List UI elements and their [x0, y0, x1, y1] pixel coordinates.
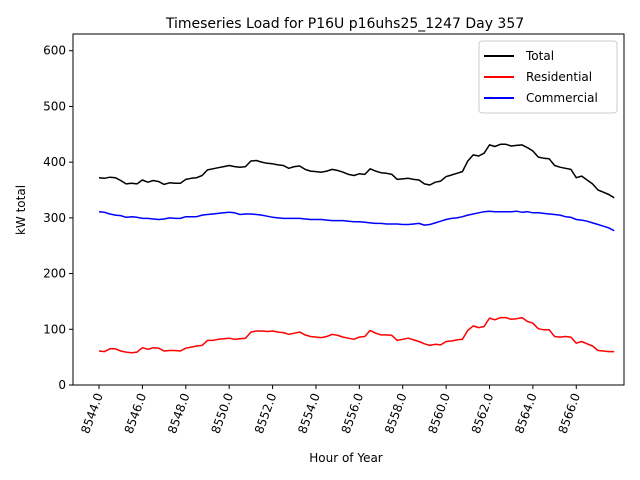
y-tick-label: 400 [43, 155, 66, 169]
y-tick-label: 300 [43, 211, 66, 225]
plot-frame [72, 33, 625, 386]
y-tick-label: 500 [43, 99, 66, 113]
y-tick-label: 600 [43, 44, 66, 58]
chart-title: Timeseries Load for P16U p16uhs25_1247 D… [165, 16, 524, 32]
y-axis: 0 100 200 300 400 500 600 [43, 44, 73, 392]
y-axis-label: kW total [14, 185, 28, 235]
legend-label-residential: Residential [526, 70, 592, 84]
plot-lines [98, 143, 615, 354]
y-tick-label: 200 [43, 267, 66, 281]
y-tick-label: 0 [58, 378, 66, 392]
legend-label-commercial: Commercial [526, 91, 598, 105]
y-tick-label: 100 [43, 322, 66, 336]
series-line-commercial [98, 210, 615, 232]
series-line-residential [98, 316, 615, 354]
legend-box [478, 40, 618, 114]
series-line-total [98, 143, 615, 199]
x-axis-label: Hour of Year [309, 451, 383, 465]
legend: Total Residential Commercial [478, 40, 618, 114]
legend-label-total: Total [525, 49, 554, 63]
